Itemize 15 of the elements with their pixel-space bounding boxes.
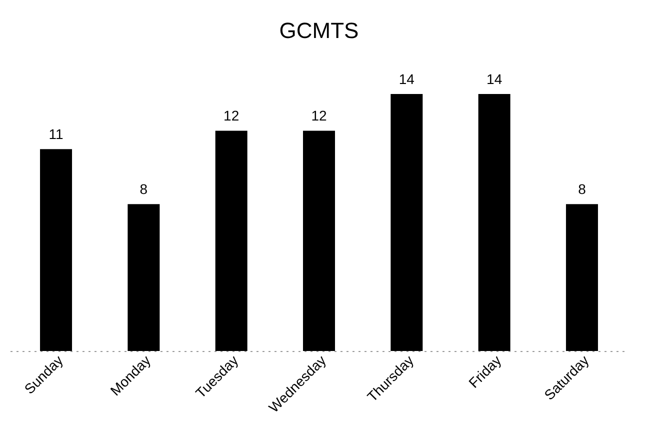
data-label: 12 xyxy=(224,108,240,124)
bar xyxy=(128,204,160,351)
bar xyxy=(566,204,598,351)
data-label: 12 xyxy=(311,108,327,124)
data-label: 8 xyxy=(578,181,586,198)
bar xyxy=(478,94,510,351)
data-label: 8 xyxy=(140,181,148,198)
data-label: 11 xyxy=(48,126,64,142)
data-label: 14 xyxy=(486,71,502,87)
bar xyxy=(390,94,423,351)
chart-title: GCMTS xyxy=(279,18,359,43)
bar xyxy=(303,130,335,351)
data-label: 14 xyxy=(398,71,415,87)
bar xyxy=(40,149,72,351)
bar xyxy=(215,130,248,351)
